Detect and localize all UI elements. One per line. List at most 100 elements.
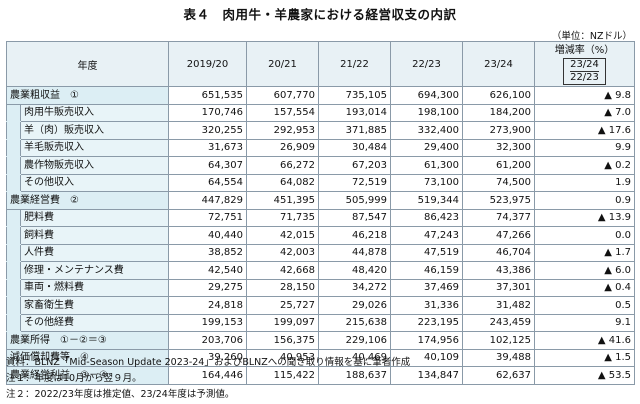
- row-label: 農業経営利益 ③－④: [6, 366, 169, 385]
- row-value: 29,026: [318, 296, 391, 315]
- header-year: 20/21: [246, 41, 319, 87]
- row-change: ▲ 9.8: [534, 86, 635, 105]
- row-change: ▲ 0.4: [534, 278, 635, 297]
- row-value: 64,554: [168, 173, 247, 192]
- row-value: 71,735: [246, 208, 319, 227]
- row-value: 47,519: [390, 243, 463, 262]
- table-row: その他経費 199,153 199,097 215,638 223,195 243,459…: [6, 313, 635, 332]
- row-change: 9.9: [534, 138, 635, 157]
- row-change: ▲ 1.5: [534, 348, 635, 367]
- row-value: 46,159: [390, 261, 463, 280]
- row-indent: [6, 243, 21, 262]
- row-value: 61,300: [390, 156, 463, 175]
- table-row: その他収入 64,554 64,082 72,519 73,100 74,500 1.9: [6, 173, 635, 192]
- row-label: 家畜衛生費: [20, 296, 169, 315]
- row-value: 87,547: [318, 208, 391, 227]
- row-label: 羊（肉）販売収入: [20, 121, 169, 140]
- row-change: ▲ 1.7: [534, 243, 635, 262]
- row-value: 332,400: [390, 121, 463, 140]
- row-value: 47,266: [462, 226, 535, 245]
- row-value: 243,459: [462, 313, 535, 332]
- row-value: 42,015: [246, 226, 319, 245]
- row-label: 飼料費: [20, 226, 169, 245]
- header-year: 22/23: [390, 41, 463, 87]
- row-value: 34,272: [318, 278, 391, 297]
- row-indent: [6, 313, 21, 332]
- row-change: ▲ 0.2: [534, 156, 635, 175]
- row-label: 肥料費: [20, 208, 169, 227]
- table-row: 羊毛販売収入 31,673 26,909 30,484 29,400 32,300 9.9: [6, 138, 635, 157]
- row-value: 31,673: [168, 138, 247, 157]
- table-row: 羊（肉）販売収入 320,255 292,953 371,885 332,400 273,…: [6, 121, 635, 140]
- row-value: 229,106: [318, 331, 391, 350]
- row-value: 447,829: [168, 191, 247, 210]
- row-label: 農業経営費 ②: [6, 191, 169, 210]
- row-label: 農業粗収益 ①: [6, 86, 169, 105]
- row-indent: [6, 138, 21, 157]
- row-value: 37,301: [462, 278, 535, 297]
- table-row: 肥料費 72,751 71,735 87,547 86,423 74,377 ▲ 13.9: [6, 208, 635, 227]
- row-label: 減価償却費等 ④: [6, 348, 169, 367]
- row-indent: [6, 103, 21, 122]
- row-label: 修理・メンテナンス費: [20, 261, 169, 280]
- row-value: 31,336: [390, 296, 463, 315]
- row-value: 32,300: [462, 138, 535, 157]
- row-value: 47,243: [390, 226, 463, 245]
- row-value: 25,727: [246, 296, 319, 315]
- row-value: 74,500: [462, 173, 535, 192]
- header-item: 年度: [6, 41, 169, 87]
- header-year: 21/22: [318, 41, 391, 87]
- row-value: 626,100: [462, 86, 535, 105]
- row-value: 24,818: [168, 296, 247, 315]
- row-value: 371,885: [318, 121, 391, 140]
- header-year: 2019/20: [168, 41, 247, 87]
- row-value: 66,272: [246, 156, 319, 175]
- row-change: ▲ 6.0: [534, 261, 635, 280]
- row-indent: [6, 261, 21, 280]
- row-value: 43,386: [462, 261, 535, 280]
- row-value: 607,770: [246, 86, 319, 105]
- row-indent: [6, 296, 21, 315]
- row-value: 39,488: [462, 348, 535, 367]
- row-indent: [6, 208, 21, 227]
- row-value: 170,746: [168, 103, 247, 122]
- header-change: 増減率（%） 23/24 22/23: [534, 41, 635, 87]
- row-indent: [6, 278, 21, 297]
- income-expense-table: 年度 2019/20 20/21 21/22 22/23 23/24 増減率（%…: [6, 41, 635, 385]
- table-row: 農業所得 ①－②＝③ 203,706 156,375 229,106 174,956 10…: [6, 331, 635, 350]
- table-row: 人件費 38,852 42,003 44,878 47,519 46,704 ▲ 1.7: [6, 243, 635, 262]
- row-value: 72,519: [318, 173, 391, 192]
- row-value: 651,535: [168, 86, 247, 105]
- row-change: ▲ 7.0: [534, 103, 635, 122]
- row-value: 31,482: [462, 296, 535, 315]
- row-label: 人件費: [20, 243, 169, 262]
- row-value: 61,200: [462, 156, 535, 175]
- note-1: 注１：年度は10月から翌９月。: [6, 373, 142, 384]
- row-value: 46,218: [318, 226, 391, 245]
- header-year: 23/24: [462, 41, 535, 87]
- row-change: 1.9: [534, 173, 635, 192]
- row-value: 44,878: [318, 243, 391, 262]
- row-change: 0.0: [534, 226, 635, 245]
- row-value: 86,423: [390, 208, 463, 227]
- row-value: 523,975: [462, 191, 535, 210]
- row-value: 48,420: [318, 261, 391, 280]
- row-value: 199,097: [246, 313, 319, 332]
- table-row: 肉用牛販売収入 170,746 157,554 193,014 198,100 184,2…: [6, 103, 635, 122]
- row-value: 156,375: [246, 331, 319, 350]
- row-value: 215,638: [318, 313, 391, 332]
- row-value: 64,082: [246, 173, 319, 192]
- row-value: 37,469: [390, 278, 463, 297]
- note-2: 注２：2022/23年度は推定値、23/24年度は予測値。: [6, 389, 235, 400]
- row-change: 0.5: [534, 296, 635, 315]
- row-change: ▲ 53.5: [534, 366, 635, 385]
- table-row: 農作物販売収入 64,307 66,272 67,203 61,300 61,200 ▲ 0…: [6, 156, 635, 175]
- row-value: 694,300: [390, 86, 463, 105]
- row-value: 451,395: [246, 191, 319, 210]
- table-row: 農業経営費 ② 447,829 451,395 505,999 519,344 523,9…: [6, 191, 635, 210]
- row-change: 9.1: [534, 313, 635, 332]
- row-value: 46,704: [462, 243, 535, 262]
- header-change-bottom: 22/23: [570, 71, 599, 83]
- row-value: 30,484: [318, 138, 391, 157]
- row-value: 184,200: [462, 103, 535, 122]
